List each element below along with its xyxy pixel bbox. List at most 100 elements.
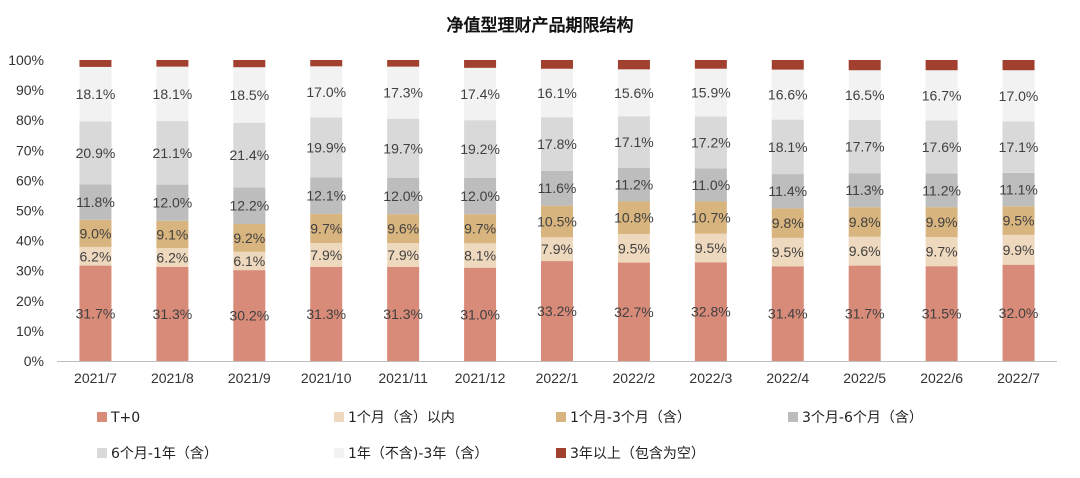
data-label: 9.7% (310, 220, 342, 236)
data-label: 11.3% (845, 182, 884, 198)
bar-segment (387, 214, 420, 244)
data-label: 9.6% (387, 221, 419, 237)
data-label: 31.5% (922, 306, 962, 322)
bar-segment (464, 214, 497, 244)
data-label: 9.8% (772, 215, 804, 231)
data-label: 17.1% (614, 134, 654, 150)
data-label: 9.0% (80, 225, 112, 241)
bar-segment (464, 267, 497, 361)
bar-segment (848, 60, 881, 71)
bar-segment (1002, 234, 1035, 265)
data-label: 16.6% (768, 87, 808, 103)
data-label: 9.2% (233, 230, 265, 246)
x-tick-label: 2022/5 (843, 370, 886, 386)
bar-segment (156, 121, 189, 185)
data-label: 15.9% (691, 85, 731, 101)
data-label: 18.1% (153, 86, 193, 102)
data-label: 11.1% (999, 182, 1038, 198)
y-tick-label: 70% (16, 142, 44, 158)
bar-segment (387, 177, 420, 215)
legend-label: 1个月（含）以内 (348, 410, 455, 426)
y-tick-label: 20% (16, 293, 44, 309)
x-tick-label: 2021/11 (378, 370, 428, 386)
data-label: 32.8% (691, 304, 731, 320)
bar-segment (848, 173, 881, 208)
legend-swatch (556, 448, 566, 458)
bar-segment (156, 66, 189, 122)
legend-label: 6个月-1年（含） (111, 446, 218, 462)
bar-segment (233, 122, 266, 188)
y-tick-label: 30% (16, 263, 44, 279)
x-tick-label: 2022/1 (536, 370, 579, 386)
legend-swatch (788, 412, 798, 422)
data-label: 10.5% (537, 213, 577, 229)
bar-segment (541, 117, 573, 171)
bar-segment (848, 236, 881, 266)
bar-segment (233, 67, 266, 123)
bar-segment (694, 201, 727, 234)
bar-segment (617, 60, 650, 70)
bar-segment (1002, 172, 1035, 207)
bar-segment (1002, 121, 1035, 173)
data-label: 15.6% (614, 85, 654, 101)
data-label: 17.8% (537, 136, 577, 152)
data-label: 18.1% (768, 139, 808, 155)
legend-label: 3年以上（包含为空） (570, 446, 705, 462)
data-label: 12.0% (460, 188, 500, 204)
bar-segment (694, 68, 727, 117)
data-label: 17.0% (306, 84, 346, 100)
bar-segment (310, 66, 343, 118)
legend-swatch (97, 448, 107, 458)
data-label: 9.8% (849, 214, 881, 230)
data-label: 20.9% (76, 145, 116, 161)
x-tick-label: 2022/2 (613, 370, 656, 386)
bar-segment (310, 177, 343, 214)
data-label: 6.2% (156, 249, 188, 265)
bar-segment (156, 248, 189, 267)
data-label: 31.3% (153, 306, 193, 322)
legend-label: T+0 (110, 410, 140, 426)
data-label: 9.9% (1003, 242, 1035, 258)
bar-segment (464, 177, 497, 215)
bar-segment (925, 207, 958, 237)
data-label: 9.6% (849, 243, 881, 259)
data-label: 17.7% (845, 139, 885, 155)
data-label: 10.7% (691, 210, 731, 226)
y-tick-label: 80% (16, 112, 44, 128)
bar-segment (233, 187, 266, 225)
data-label: 17.1% (999, 139, 1039, 155)
y-axis: 0% 10% 20% 30% 40% 50% 60% 70% 80% 90% 100% (8, 52, 44, 369)
data-label: 11.6% (538, 180, 577, 196)
bar-segment (79, 60, 112, 67)
bar-segment (387, 266, 420, 361)
bar-segment (771, 237, 804, 267)
bar-segment (79, 66, 112, 122)
bar-segment (925, 266, 958, 361)
bar-segment (156, 60, 189, 67)
y-tick-label: 10% (16, 323, 44, 339)
data-label: 31.3% (383, 306, 423, 322)
legend-label: 1年（不含)-3年（含） (348, 446, 488, 462)
x-tick-label: 2022/3 (689, 370, 732, 386)
data-label: 21.4% (229, 147, 269, 163)
bar-segment (925, 236, 958, 267)
bar-segment (771, 60, 804, 70)
data-label: 7.9% (541, 241, 573, 257)
data-label: 31.4% (768, 306, 808, 322)
bar-segment (925, 70, 958, 121)
data-label: 6.2% (80, 248, 112, 264)
bar-segment (310, 60, 343, 67)
x-tick-label: 2021/8 (151, 370, 194, 386)
data-label: 18.1% (76, 86, 116, 102)
x-tick-label: 2022/7 (997, 370, 1040, 386)
bar-segment (771, 119, 804, 175)
x-tick-label: 2021/12 (455, 370, 506, 386)
data-label: 30.2% (229, 308, 269, 324)
bar-segment (541, 170, 573, 206)
data-label: 19.9% (306, 139, 346, 155)
bar-segment (310, 213, 343, 244)
y-tick-label: 40% (16, 233, 44, 249)
data-label: 9.7% (464, 221, 496, 237)
legend-swatch (97, 412, 107, 422)
